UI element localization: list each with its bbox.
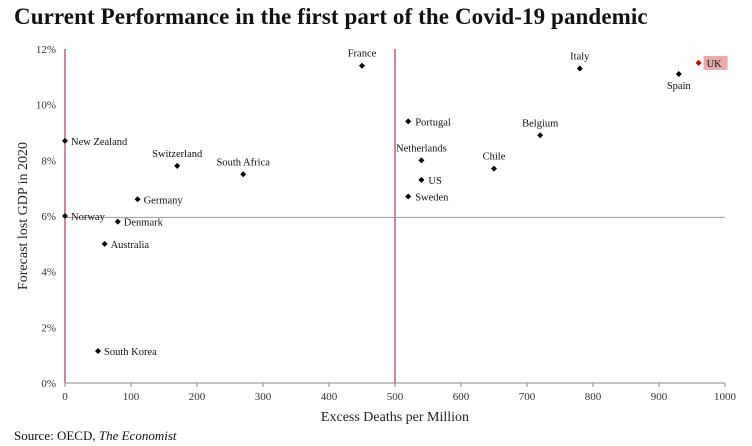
x-tick-label: 100 <box>123 391 140 403</box>
y-tick-label: 0% <box>41 378 56 390</box>
data-label-denmark: Denmark <box>124 218 164 229</box>
data-label-spain: Spain <box>667 81 692 92</box>
data-point-denmark <box>114 218 121 225</box>
data-label-new-zealand: New Zealand <box>71 137 128 148</box>
data-label-france: France <box>348 49 377 60</box>
x-tick-label: 600 <box>453 391 470 403</box>
data-point-new-zealand <box>62 137 68 144</box>
y-tick-label: 12% <box>36 44 56 56</box>
x-axis-label: Excess Deaths per Million <box>321 410 469 425</box>
data-label-chile: Chile <box>483 152 506 163</box>
source-publication: The Economist <box>98 428 177 443</box>
data-label-portugal: Portugal <box>415 117 451 128</box>
y-tick-label: 8% <box>41 155 56 167</box>
x-tick-label: 700 <box>519 391 536 403</box>
data-point-sweden <box>405 193 412 200</box>
data-label-south-africa: South Africa <box>217 157 271 168</box>
data-point-belgium <box>537 132 544 139</box>
data-label-sweden: Sweden <box>415 193 449 204</box>
data-point-france <box>359 62 365 69</box>
data-point-us <box>418 176 425 183</box>
x-tick-label: 0 <box>62 391 68 403</box>
y-tick-label: 4% <box>41 267 56 279</box>
data-label-south-korea: South Korea <box>104 347 157 358</box>
data-point-spain <box>675 71 682 78</box>
x-tick-label: 300 <box>255 391 272 403</box>
data-point-south-africa <box>240 171 247 178</box>
data-label-netherlands: Netherlands <box>396 143 447 154</box>
data-point-italy <box>576 65 583 72</box>
highlight-box-uk <box>703 55 728 70</box>
data-point-germany <box>134 196 141 203</box>
y-tick-label: 10% <box>36 100 56 112</box>
y-axis-label: Forecast lost GDP in 2020 <box>16 142 31 290</box>
x-tick-label: 500 <box>387 391 404 403</box>
data-point-chile <box>491 165 497 172</box>
y-tick-label: 2% <box>41 322 56 334</box>
data-point-netherlands <box>418 157 425 164</box>
x-tick-label: 800 <box>585 391 602 403</box>
data-point-australia <box>101 240 108 247</box>
data-label-norway: Norway <box>71 212 106 223</box>
x-tick-label: 200 <box>189 391 206 403</box>
x-tick-label: 400 <box>321 391 338 403</box>
data-label-italy: Italy <box>570 51 590 62</box>
data-point-uk <box>695 59 702 66</box>
source-prefix: Source: OECD, <box>14 428 99 443</box>
data-point-switzerland <box>174 162 181 169</box>
data-label-belgium: Belgium <box>522 118 558 129</box>
data-point-south-korea <box>95 347 101 354</box>
x-tick-label: 1000 <box>714 391 737 403</box>
data-label-germany: Germany <box>144 195 184 206</box>
y-tick-label: 6% <box>41 211 56 223</box>
data-label-australia: Australia <box>111 240 150 251</box>
data-point-portugal <box>405 118 412 125</box>
chart-title: Current Performance in the first part of… <box>14 4 648 29</box>
data-label-switzerland: Switzerland <box>152 149 203 160</box>
source-note: Source: OECD, The Economist <box>14 428 177 444</box>
data-label-uk: UK <box>707 59 723 70</box>
data-label-us: US <box>428 176 442 187</box>
x-tick-label: 900 <box>651 391 668 403</box>
data-point-norway <box>62 213 68 219</box>
